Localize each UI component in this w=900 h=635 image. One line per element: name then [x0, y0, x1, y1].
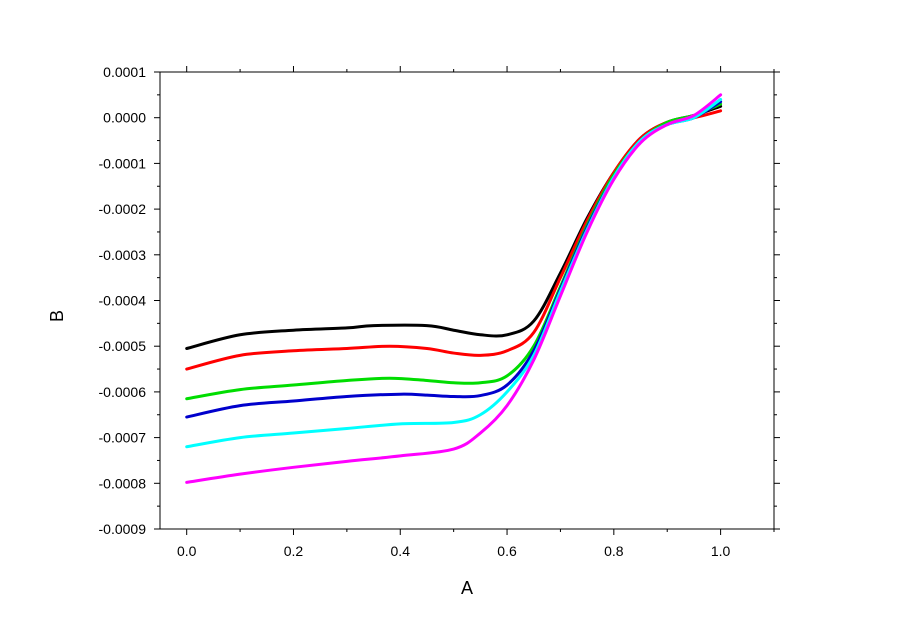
- x-tick-label: 0.6: [497, 543, 517, 559]
- x-axis-title: A: [461, 578, 473, 598]
- series-line-4: [185, 100, 723, 419]
- series-layer: [185, 93, 723, 484]
- y-tick-label: -0.0006: [99, 384, 147, 400]
- x-tick-label: 0.0: [177, 543, 197, 559]
- y-tick-label: -0.0008: [99, 475, 147, 491]
- y-tick-label: 0.0001: [103, 64, 146, 80]
- x-tick-label: 0.8: [604, 543, 624, 559]
- plot-frame: [159, 71, 775, 530]
- x-tick-label: 0.4: [391, 543, 411, 559]
- y-tick-label: -0.0007: [99, 430, 147, 446]
- series-line-6: [185, 93, 723, 484]
- series-line-5: [185, 97, 723, 449]
- y-tick-label: -0.0005: [99, 338, 147, 354]
- y-axis-title: B: [47, 310, 67, 322]
- ticks-layer: 0.0 0.2 0.4 0.6 0.8 1.0 0.0001 0.0000 -0.0001 -0.…: [99, 64, 780, 559]
- y-tick-label: 0.0000: [103, 110, 146, 126]
- x-tick-label: 0.2: [284, 543, 304, 559]
- y-tick-label: -0.0009: [99, 521, 147, 537]
- y-tick-label: -0.0004: [99, 293, 147, 309]
- y-tick-label: -0.0003: [99, 247, 147, 263]
- y-tick-label: -0.0001: [99, 155, 147, 171]
- y-tick-label: -0.0002: [99, 201, 147, 217]
- x-tick-label: 1.0: [711, 543, 731, 559]
